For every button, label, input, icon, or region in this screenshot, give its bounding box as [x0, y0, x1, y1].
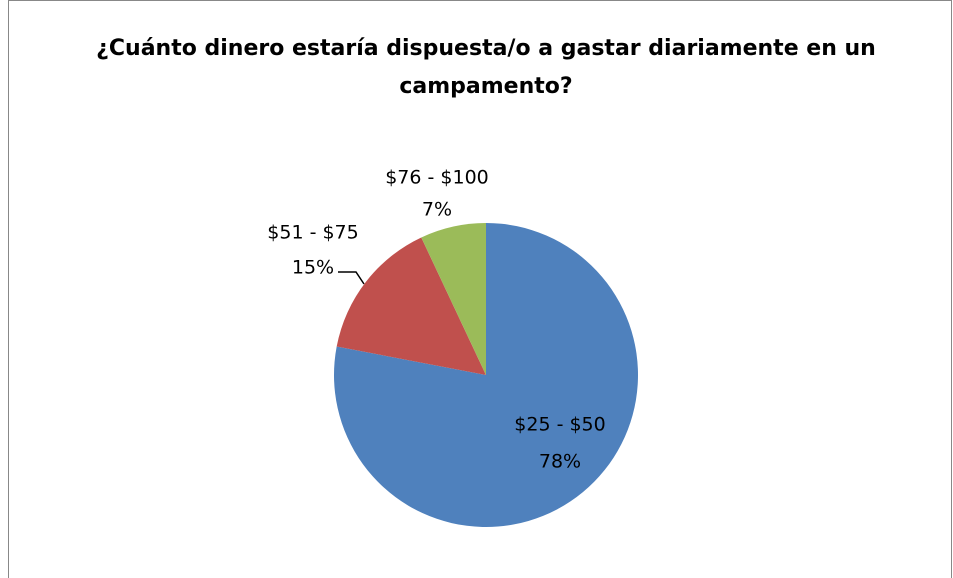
slice-value-label: 15% [292, 257, 334, 279]
slice-value-label: 7% [422, 199, 452, 221]
chart-title: ¿Cuánto dinero estaría dispuesta/o a gas… [96, 36, 876, 99]
chart-border [8, 0, 952, 578]
slice-category-label: $51 - $75 [267, 222, 358, 244]
leader-line [338, 271, 365, 285]
slice-category-label: $76 - $100 [385, 167, 489, 189]
pie-slice [421, 223, 486, 375]
slice-value-label: 78% [539, 451, 581, 473]
slice-category-label: $25 - $50 [514, 414, 605, 436]
pie-slice [336, 237, 486, 375]
